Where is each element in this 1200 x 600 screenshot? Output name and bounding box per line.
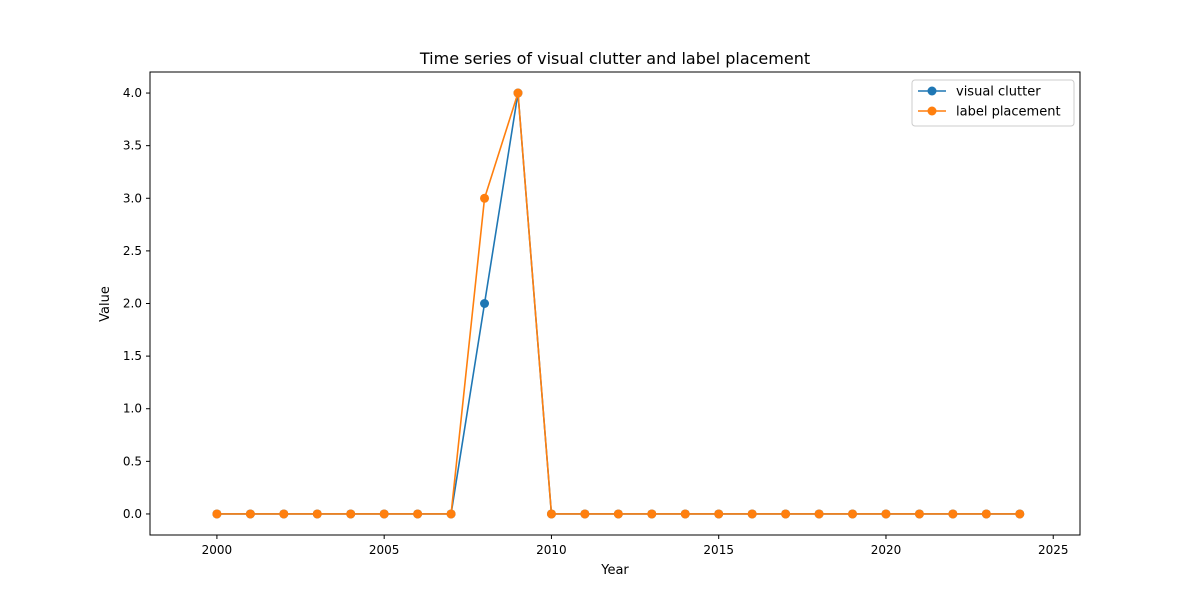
y-tick-label: 2.0 — [123, 297, 142, 311]
series-2-point — [747, 509, 757, 519]
x-tick-label: 2000 — [202, 543, 233, 557]
series-2-point — [245, 509, 255, 519]
legend-entry-label: visual clutter — [956, 85, 1041, 100]
series-2-point — [647, 509, 657, 519]
plot-frame — [149, 71, 1081, 536]
legend-entry-label: label placement — [956, 105, 1061, 120]
series-2-point — [1015, 509, 1025, 519]
series-2-point — [814, 509, 824, 519]
series-2-point — [914, 509, 924, 519]
y-tick-label: 3.0 — [123, 191, 142, 205]
series-2-point — [346, 509, 356, 519]
series-2-point — [613, 509, 623, 519]
y-axis-label: Value — [98, 286, 113, 322]
series-2-point — [413, 509, 423, 519]
legend-box — [911, 79, 1075, 127]
series-2-point — [513, 88, 523, 98]
series-line-2 — [216, 92, 1020, 515]
series-2-point — [948, 509, 958, 519]
y-tick-label: 0.5 — [123, 454, 142, 468]
series-2-point — [546, 509, 556, 519]
series-line-1 — [216, 92, 1020, 515]
y-tick-label: 1.0 — [123, 402, 142, 416]
series-2-point — [312, 509, 322, 519]
x-tick-label: 2025 — [1038, 543, 1069, 557]
y-tick-label: 1.5 — [123, 349, 142, 363]
series-2-point — [580, 509, 590, 519]
chart-title: Time series of visual clutter and label … — [419, 49, 810, 68]
y-tick-label: 4.0 — [123, 86, 142, 100]
x-tick-label: 2015 — [703, 543, 734, 557]
legend-swatch-marker — [927, 86, 937, 96]
series-2-point — [279, 509, 289, 519]
series-2-point — [881, 509, 891, 519]
series-2-point — [981, 509, 991, 519]
y-tick-label: 3.5 — [123, 139, 142, 153]
series-2-point — [379, 509, 389, 519]
x-tick-label: 2020 — [871, 543, 902, 557]
series-2-point — [680, 509, 690, 519]
y-tick-label: 2.5 — [123, 244, 142, 258]
legend-swatch-marker — [927, 106, 937, 116]
series-1-point — [480, 299, 490, 308]
plot-area — [212, 88, 1025, 519]
series-2-point — [848, 509, 858, 519]
y-tick-label: 0.0 — [123, 507, 142, 521]
series-2-point — [480, 193, 490, 203]
x-tick-label: 2005 — [369, 543, 400, 557]
series-2-point — [781, 509, 791, 519]
axis-ticks: 2000 2005 2010 2015 2020 2025 0.0 0.5 1.0 1.5 2.0 2… — [123, 86, 1069, 557]
x-tick-label: 2010 — [536, 543, 567, 557]
series-2-point — [446, 509, 456, 519]
series-2-point — [714, 509, 724, 519]
x-axis-label: Year — [600, 563, 629, 578]
legend: visual clutter label placement — [911, 79, 1075, 127]
series-2-point — [212, 509, 222, 519]
